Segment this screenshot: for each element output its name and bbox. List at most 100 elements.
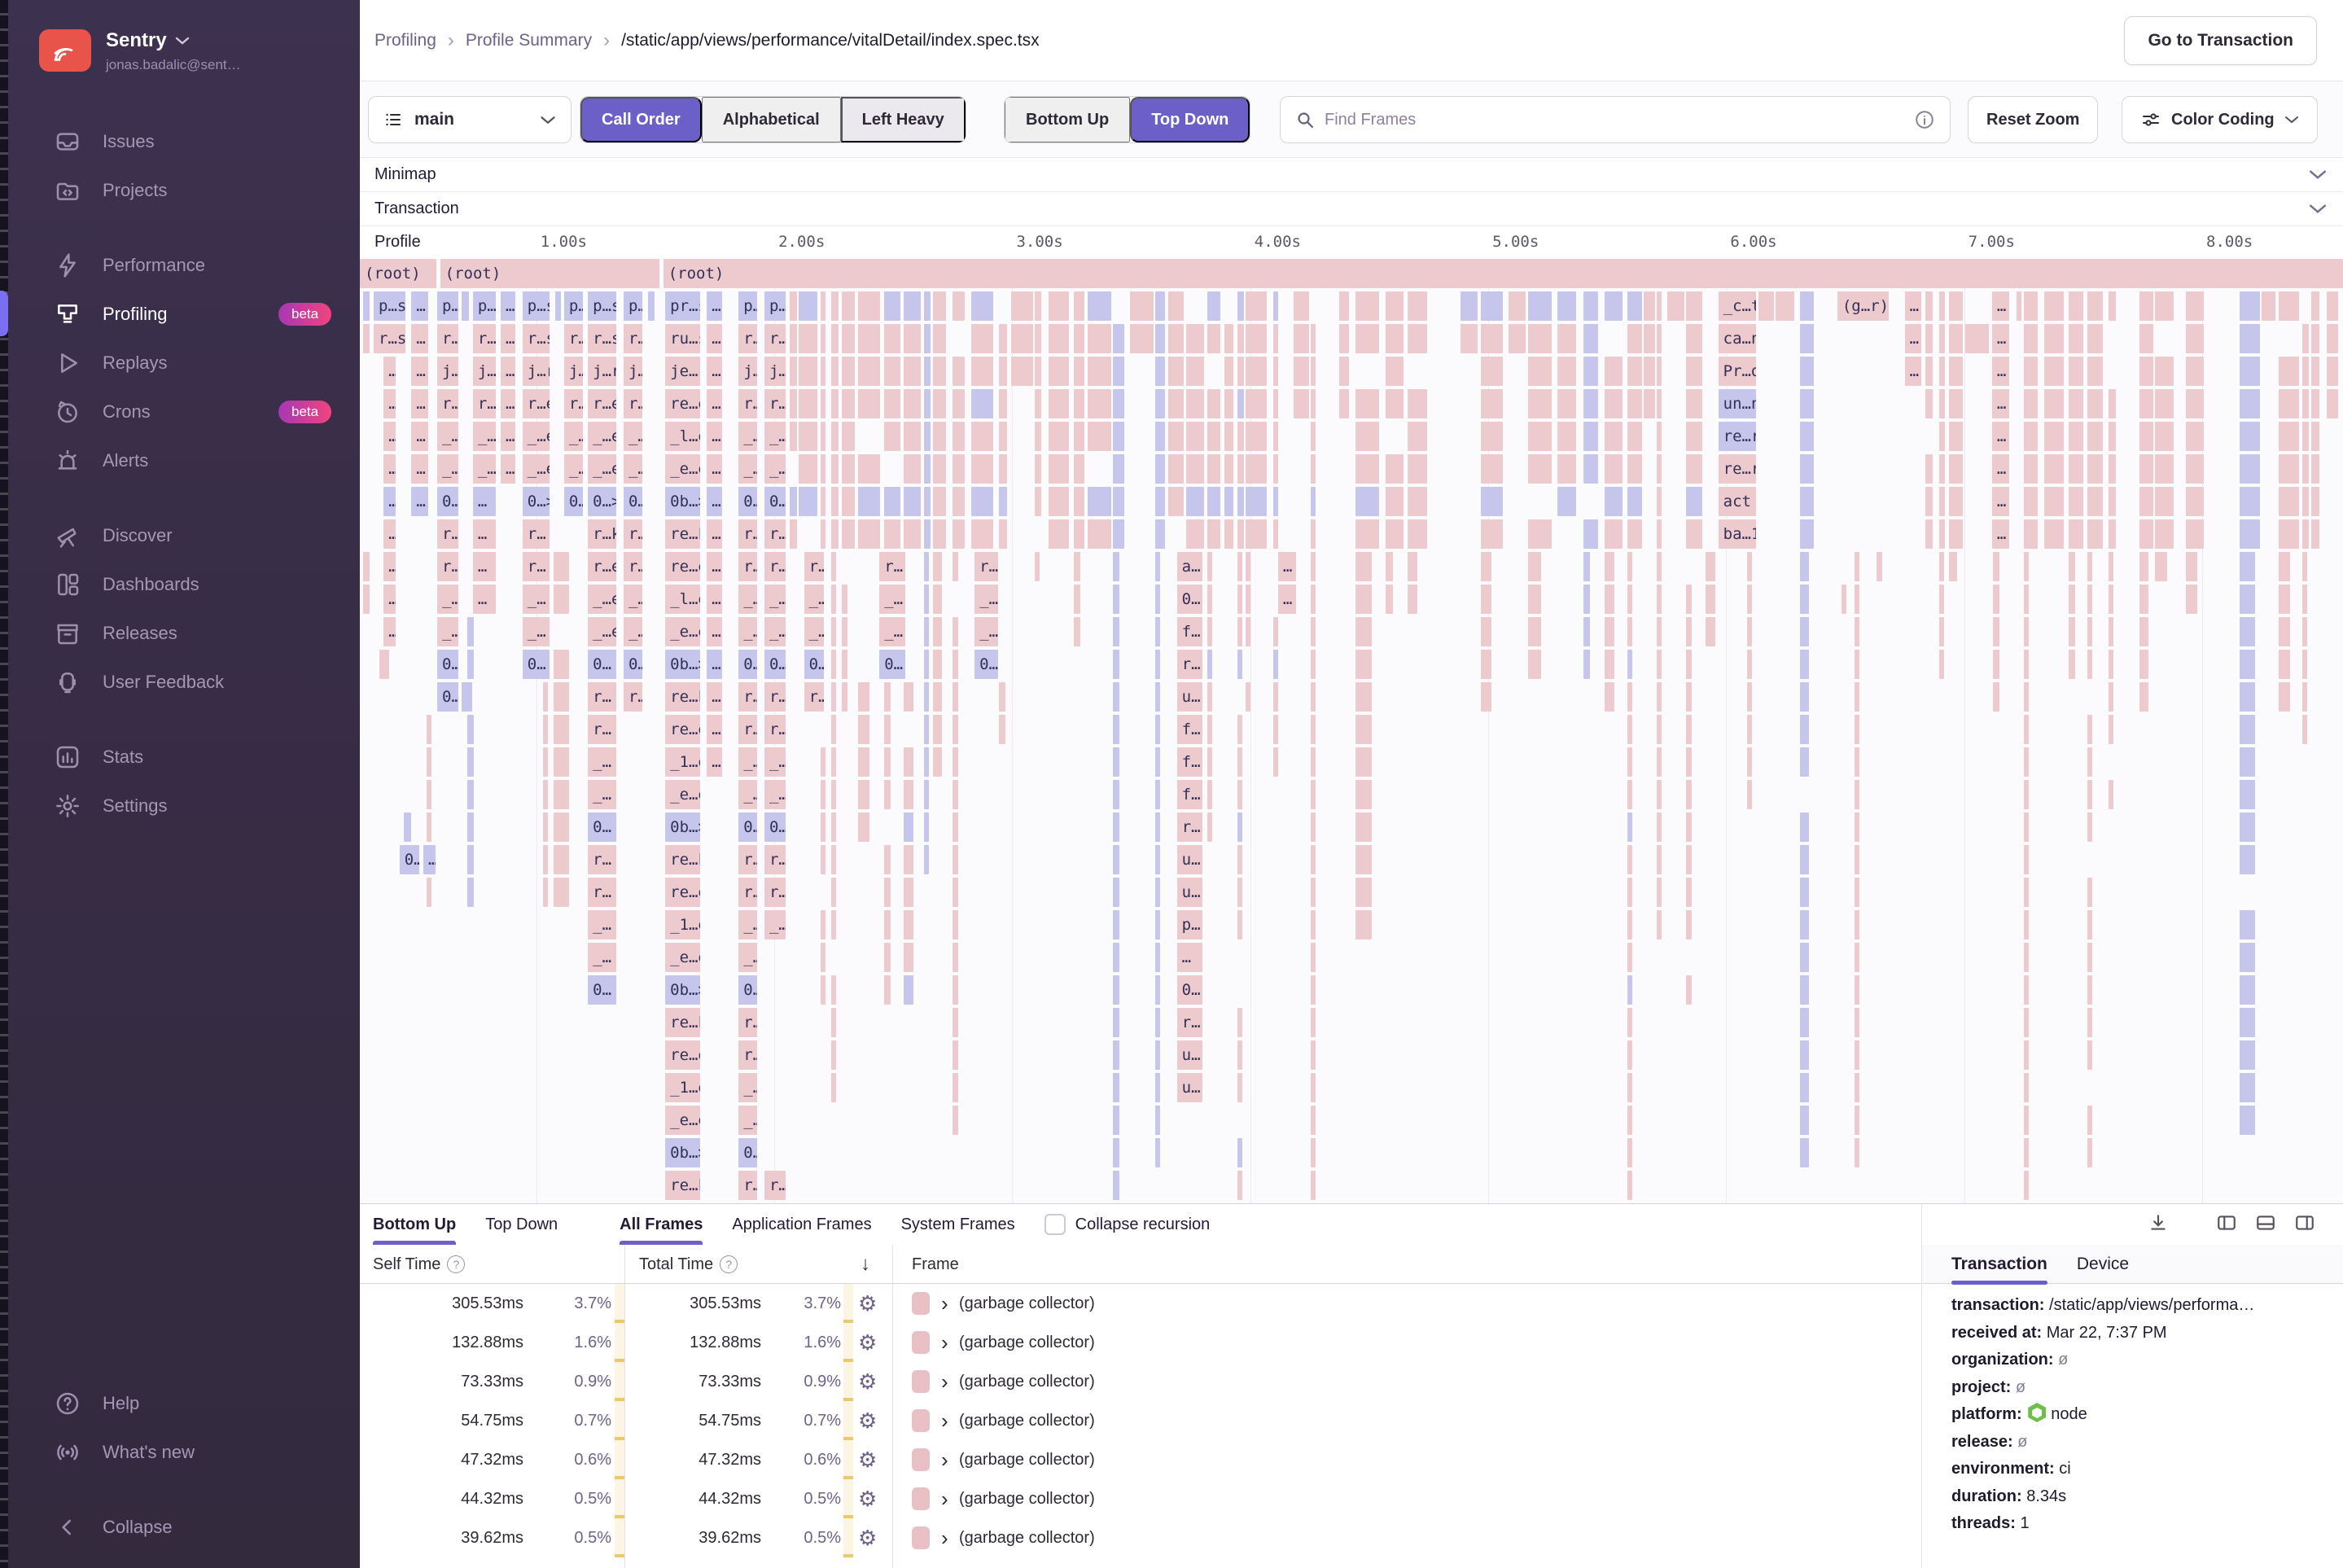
flame-frame-sliver[interactable] (1925, 454, 1934, 484)
flame-frame-sliver[interactable] (1113, 650, 1120, 679)
flame-frame-sliver[interactable] (952, 357, 966, 386)
flame-frame-sliver[interactable] (1113, 943, 1120, 972)
flame-frame-sliver[interactable] (1113, 845, 1120, 874)
flame-frame[interactable]: … (1904, 357, 1922, 386)
flame-frame-sliver[interactable] (820, 519, 826, 549)
frame-settings-gear-icon[interactable]: ⚙ (858, 1408, 878, 1433)
flame-frame-sliver[interactable] (466, 617, 474, 646)
flame-frame-sliver[interactable] (1528, 585, 1541, 614)
flame-frame-sliver[interactable] (2326, 389, 2339, 418)
flame-frame[interactable]: pr…s (665, 291, 700, 321)
flame-frame[interactable]: _… (764, 780, 786, 809)
flame-frame-sliver[interactable] (2278, 357, 2300, 386)
flame-frame-sliver[interactable] (2155, 357, 2174, 386)
frame-settings-gear-icon[interactable]: ⚙ (858, 1369, 878, 1394)
flame-frame-sliver[interactable] (952, 910, 959, 939)
flame-frame-sliver[interactable] (1528, 552, 1541, 581)
flame-frame-sliver[interactable] (2310, 487, 2320, 516)
flame-frame-sliver[interactable] (1074, 585, 1080, 614)
flame-frame-sliver[interactable] (1557, 357, 1577, 386)
flame-frame-sliver[interactable] (1207, 291, 1220, 321)
flame-frame-sliver[interactable] (923, 780, 929, 809)
flame-frame-sliver[interactable] (1854, 878, 1859, 907)
flame-frame-sliver[interactable] (2278, 422, 2300, 451)
flame-frame[interactable]: … (472, 487, 496, 516)
flame-frame-sliver[interactable] (542, 812, 548, 842)
flame-frame-sliver[interactable] (1854, 682, 1859, 712)
flame-frame-sliver[interactable] (2239, 357, 2260, 386)
flame-frame-sliver[interactable] (903, 878, 914, 907)
flame-frame-sliver[interactable] (1685, 747, 1692, 777)
flame-frame-sliver[interactable] (2239, 747, 2255, 777)
flame-frame[interactable]: _l…e (665, 585, 700, 614)
flame-frame[interactable]: j… (472, 357, 496, 386)
flame-frame-sliver[interactable] (820, 422, 826, 451)
flame-frame-sliver[interactable] (884, 487, 900, 516)
flame-frame[interactable]: u… (1176, 845, 1203, 874)
flame-frame-sliver[interactable] (2068, 357, 2084, 386)
flame-frame[interactable]: r… (437, 324, 458, 353)
flame-frame-sliver[interactable] (1480, 585, 1492, 614)
flame-frame[interactable]: re…k (665, 1171, 700, 1200)
flame-frame-sliver[interactable] (2023, 943, 2029, 972)
flame-frame-sliver[interactable] (1310, 780, 1316, 809)
flame-frame[interactable]: … (383, 487, 396, 516)
flame-frame-sliver[interactable] (554, 291, 562, 321)
flame-frame[interactable]: 0… (563, 487, 584, 516)
flame-frame-sliver[interactable] (2087, 878, 2093, 907)
flame-frame-sliver[interactable] (820, 845, 826, 874)
direction-bottom-up[interactable]: Bottom Up (1005, 97, 1131, 142)
flame-frame-sliver[interactable] (2239, 812, 2255, 842)
flame-frame-sliver[interactable] (2087, 812, 2093, 842)
flame-frame-sliver[interactable] (1800, 1138, 1809, 1167)
flame-frame-sliver[interactable] (2239, 845, 2255, 874)
flame-frame[interactable]: … (383, 422, 396, 451)
flame-frame-sliver[interactable] (1113, 1073, 1120, 1102)
flame-frame[interactable]: 0b…> (665, 975, 700, 1005)
flame-frame[interactable]: 0… (738, 812, 758, 842)
flame-frame-sliver[interactable] (1155, 845, 1161, 874)
flame-frame-sliver[interactable] (1088, 487, 1111, 516)
flame-frame-sliver[interactable] (1657, 291, 1662, 321)
flame-frame-sliver[interactable] (2139, 650, 2148, 679)
flame-frame-sliver[interactable] (553, 552, 570, 581)
flame-frame[interactable]: re…e (665, 715, 700, 744)
flame-frame[interactable]: r… (437, 389, 458, 418)
flame-frame[interactable]: _… (738, 1106, 758, 1135)
flame-frame[interactable]: _… (764, 617, 786, 646)
flame-frame-sliver[interactable] (2087, 910, 2093, 939)
flame-frame-sliver[interactable] (2278, 389, 2300, 418)
flame-frame[interactable]: _… (437, 454, 458, 484)
flame-frame-sliver[interactable] (362, 585, 370, 614)
flame-frame-sliver[interactable] (1993, 682, 2000, 712)
flame-frame-sliver[interactable] (1245, 682, 1251, 712)
flame-frame-sliver[interactable] (1627, 324, 1642, 353)
flame-frame-sliver[interactable] (1627, 291, 1642, 321)
transaction-section-header[interactable]: Transaction (360, 192, 2343, 226)
flame-frame[interactable]: re…r (1718, 422, 1756, 451)
flame-frame-sliver[interactable] (1644, 357, 1656, 386)
flame-frame-sliver[interactable] (2023, 747, 2029, 777)
flame-frame-sliver[interactable] (1386, 585, 1393, 614)
flame-frame-sliver[interactable] (1480, 291, 1503, 321)
flame-frame-sliver[interactable] (2185, 422, 2204, 451)
flame-frame-sliver[interactable] (1604, 291, 1623, 321)
flame-frame-sliver[interactable] (831, 650, 837, 679)
sort-direction-icon[interactable]: ↓ (861, 1253, 870, 1275)
flame-frame-sliver[interactable] (903, 747, 914, 777)
flame-frame-sliver[interactable] (1245, 291, 1268, 321)
flame-frame-sliver[interactable] (1155, 747, 1161, 777)
flame-frame-sliver[interactable] (2023, 552, 2029, 581)
flame-frame-sliver[interactable] (1657, 878, 1662, 907)
flame-frame[interactable]: r… (1176, 1008, 1203, 1037)
flame-frame-sliver[interactable] (2023, 812, 2029, 842)
flame-frame-sliver[interactable] (427, 715, 432, 744)
flame-frame-sliver[interactable] (923, 617, 929, 646)
flame-frame[interactable]: _… (738, 454, 758, 484)
flame-frame-sliver[interactable] (932, 291, 947, 321)
flame-frame-sliver[interactable] (1775, 291, 1794, 321)
flame-frame-sliver[interactable] (831, 519, 839, 549)
flame-frame-sliver[interactable] (903, 682, 914, 712)
reset-zoom-button[interactable]: Reset Zoom (1968, 96, 2099, 143)
flame-frame-sliver[interactable] (1854, 715, 1859, 744)
